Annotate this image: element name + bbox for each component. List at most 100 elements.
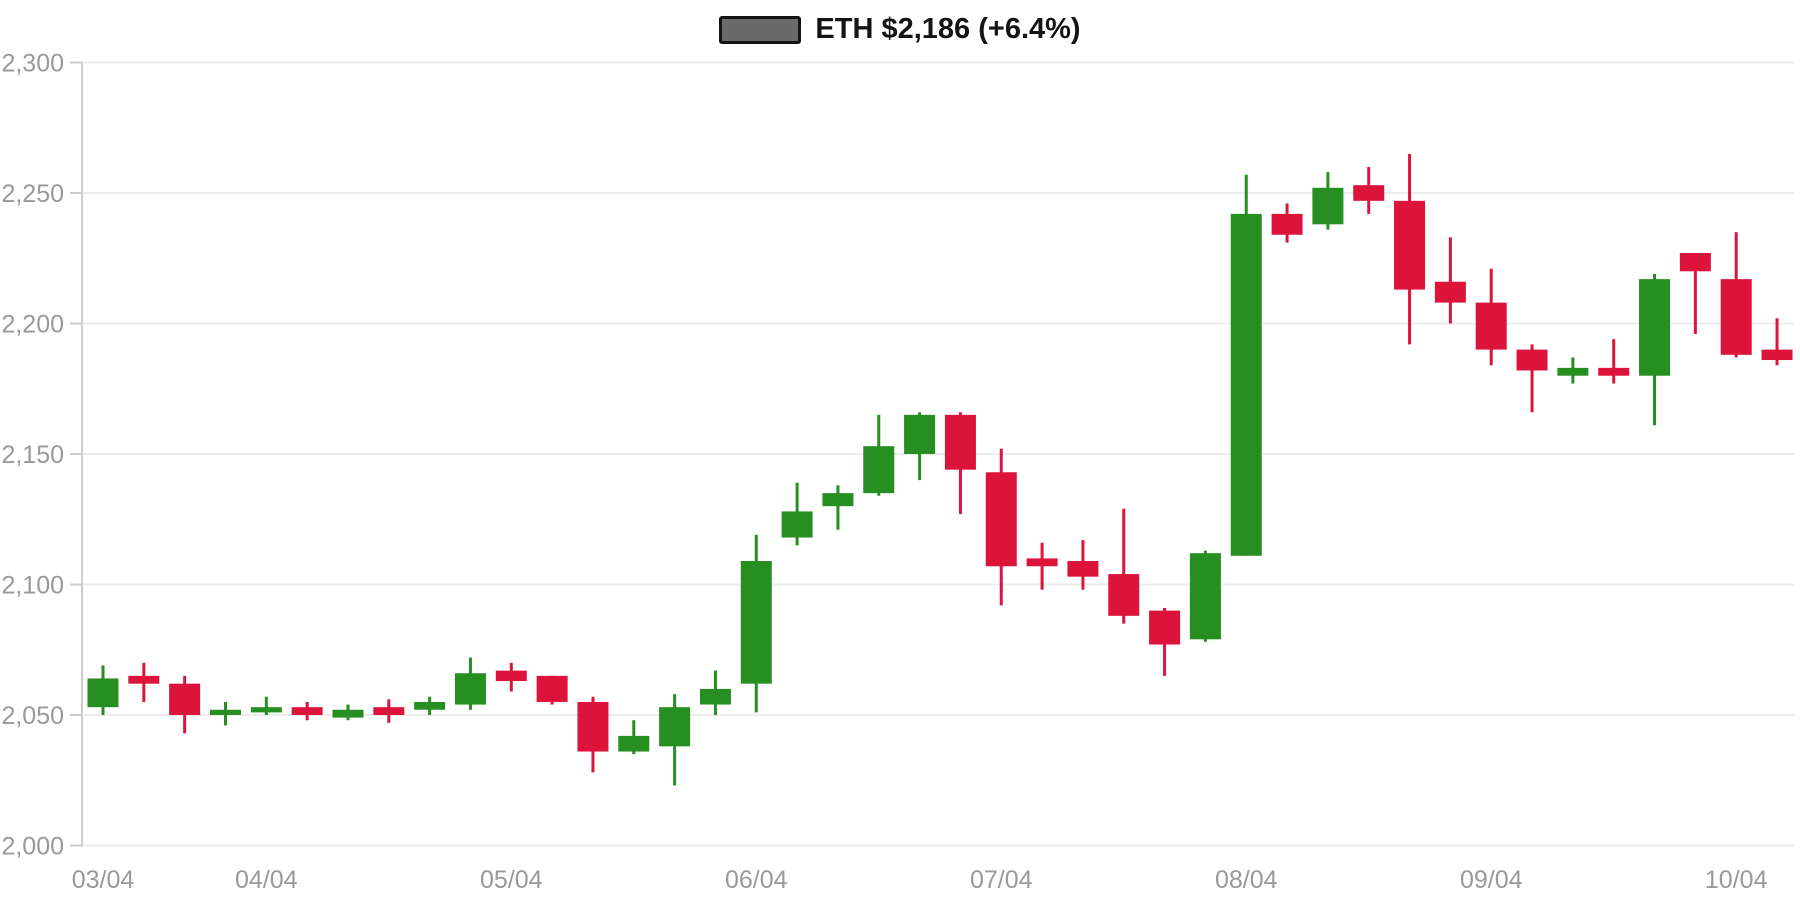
candle[interactable] <box>373 699 405 723</box>
candle-body <box>1475 302 1507 350</box>
candle-body <box>536 675 568 702</box>
candle-body <box>291 707 323 715</box>
candle[interactable] <box>1312 172 1344 230</box>
x-axis-label: 09/04 <box>1460 866 1523 894</box>
y-axis-label: 2,150 <box>1 441 64 469</box>
candle-body <box>1557 367 1589 376</box>
candle-body <box>1720 279 1752 355</box>
candle-body <box>454 673 486 705</box>
candle[interactable] <box>1761 318 1793 366</box>
candle[interactable] <box>985 448 1017 606</box>
candle[interactable] <box>1149 607 1181 676</box>
candle[interactable] <box>1598 339 1630 384</box>
legend-label: ETH $2,186 (+6.4%) <box>815 13 1081 45</box>
candle-body <box>1271 213 1303 235</box>
candle[interactable] <box>1189 550 1221 642</box>
candle-body <box>1598 367 1630 376</box>
candle[interactable] <box>781 482 813 546</box>
candle[interactable] <box>1353 166 1385 214</box>
candle-body <box>659 707 691 747</box>
candle-body <box>740 561 772 684</box>
candle-body <box>169 683 201 715</box>
candle[interactable] <box>128 662 160 702</box>
y-axis-label: 2,050 <box>1 702 64 730</box>
candle[interactable] <box>863 414 895 496</box>
candle-body <box>1189 553 1221 640</box>
y-axis-label: 2,300 <box>1 50 64 78</box>
x-axis-label: 06/04 <box>725 866 788 894</box>
candle[interactable] <box>495 662 527 692</box>
candle-body <box>1761 349 1793 361</box>
candle[interactable] <box>1639 273 1671 426</box>
candle[interactable] <box>1434 237 1466 324</box>
candle[interactable] <box>332 704 364 721</box>
candle[interactable] <box>1720 232 1752 358</box>
candle-body <box>781 511 813 538</box>
candle-body <box>1067 561 1099 577</box>
candle-body <box>1434 281 1466 303</box>
candle-body <box>209 709 241 715</box>
y-axis-label: 2,100 <box>1 572 64 600</box>
candle-body <box>822 493 854 507</box>
candle[interactable] <box>1230 174 1262 556</box>
candle[interactable] <box>1067 540 1099 590</box>
candle-body <box>87 678 119 708</box>
legend-swatch-icon <box>719 15 802 44</box>
x-axis-label: 04/04 <box>235 866 298 894</box>
candle[interactable] <box>577 696 609 773</box>
x-axis-label: 08/04 <box>1215 866 1278 894</box>
candle[interactable] <box>904 412 936 481</box>
candle-body <box>1516 349 1548 371</box>
candle-body <box>250 707 282 713</box>
candle[interactable] <box>699 670 731 715</box>
candle-body <box>1312 187 1344 225</box>
candle-body <box>1639 279 1671 376</box>
legend[interactable]: ETH $2,186 (+6.4%) <box>0 15 1800 44</box>
candle[interactable] <box>1271 203 1303 243</box>
candle[interactable] <box>740 534 772 713</box>
x-axis-label: 03/04 <box>72 866 135 894</box>
candle[interactable] <box>209 701 241 726</box>
candle[interactable] <box>169 675 201 734</box>
candle[interactable] <box>1475 268 1507 366</box>
candle-body <box>618 735 650 752</box>
candle-body <box>1353 185 1385 201</box>
candle-body <box>373 707 405 715</box>
candle-body <box>985 472 1017 567</box>
candle[interactable] <box>536 675 568 705</box>
candle[interactable] <box>822 485 854 530</box>
y-axis-label: 2,200 <box>1 311 64 339</box>
candle[interactable] <box>454 657 486 710</box>
candle-body <box>332 709 364 718</box>
candle-body <box>1679 253 1711 272</box>
candle[interactable] <box>1557 357 1589 384</box>
candle[interactable] <box>1108 508 1140 624</box>
candle[interactable] <box>618 720 650 755</box>
candle-body <box>1394 200 1426 290</box>
candle[interactable] <box>414 696 446 715</box>
candle-body <box>904 414 936 454</box>
candle[interactable] <box>291 701 323 721</box>
candle[interactable] <box>87 665 119 715</box>
y-axis-label: 2,250 <box>1 180 64 208</box>
candle[interactable] <box>1394 153 1426 345</box>
candle[interactable] <box>1516 344 1548 413</box>
x-axis-label: 10/04 <box>1705 866 1768 894</box>
candle-body <box>128 675 160 684</box>
candle[interactable] <box>659 694 691 786</box>
candle[interactable] <box>944 412 976 515</box>
candle-body <box>495 670 527 682</box>
candle-body <box>944 414 976 470</box>
candle[interactable] <box>250 696 282 715</box>
candle-body <box>414 701 446 710</box>
candle[interactable] <box>1679 253 1711 334</box>
candle-body <box>699 688 731 705</box>
candle-body <box>863 446 895 494</box>
candle[interactable] <box>1026 542 1058 590</box>
candle-body <box>1026 558 1058 567</box>
candle-body <box>577 701 609 752</box>
candle-body <box>1230 213 1262 556</box>
x-axis-label: 07/04 <box>970 866 1033 894</box>
